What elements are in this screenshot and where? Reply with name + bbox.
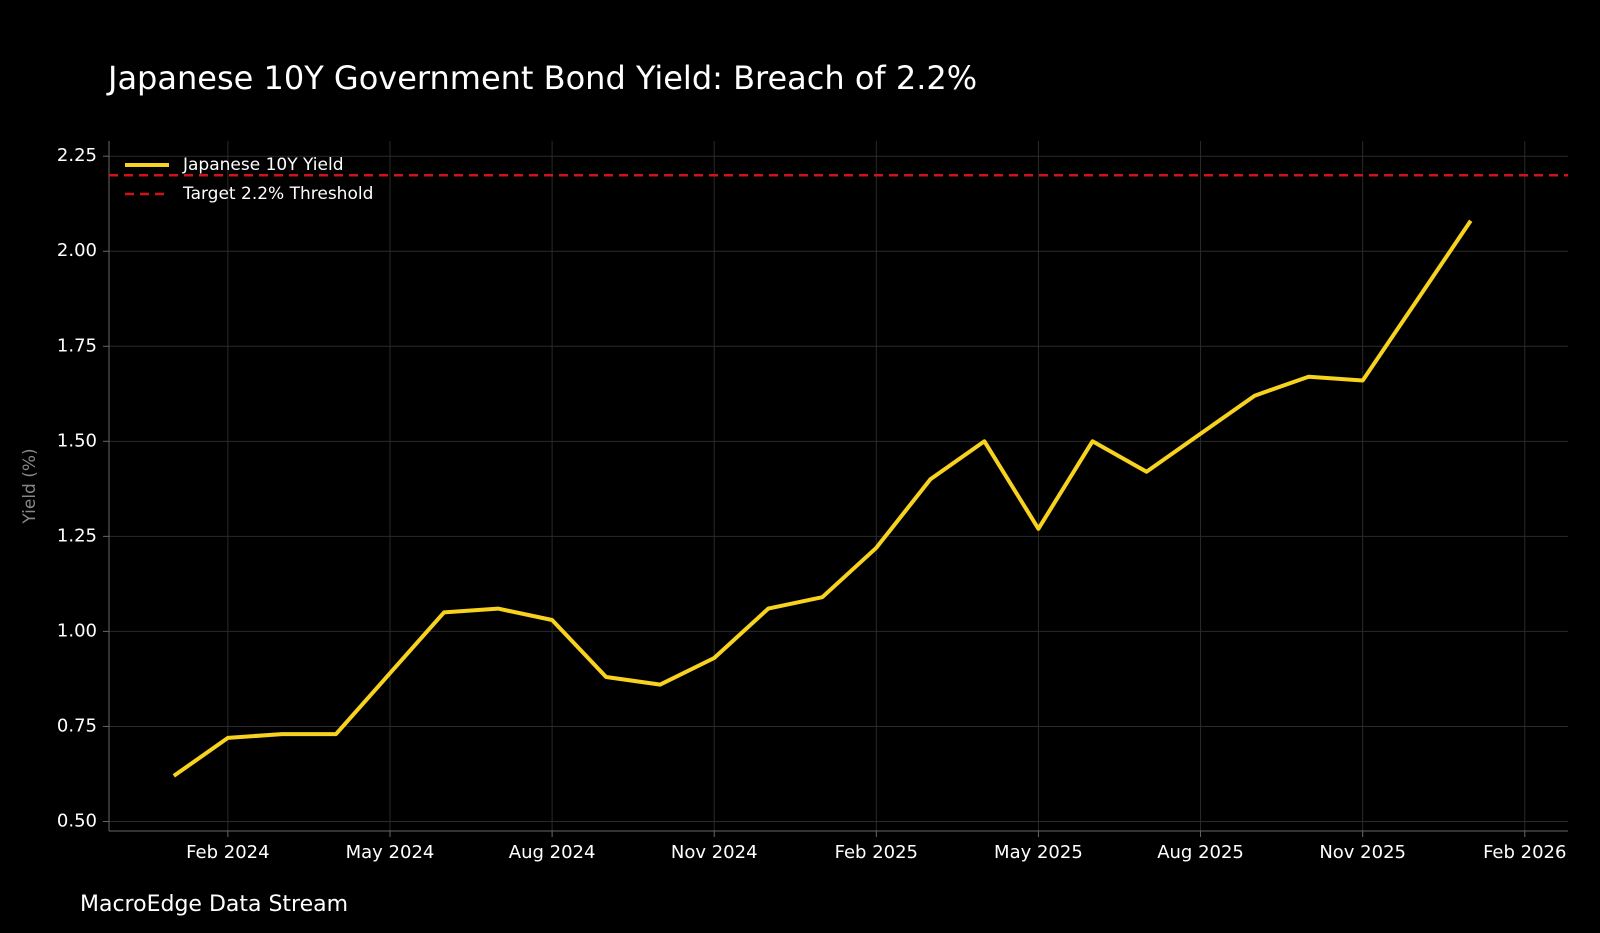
chart-title: Japanese 10Y Government Bond Yield: Brea… xyxy=(106,59,977,97)
x-tick-label: May 2024 xyxy=(346,842,435,863)
x-tick-label: Aug 2025 xyxy=(1157,842,1244,863)
y-tick-label: 2.00 xyxy=(57,240,97,261)
x-tick-label: May 2025 xyxy=(994,842,1083,863)
x-tick-label: Nov 2025 xyxy=(1319,842,1406,863)
x-tick-label: Feb 2024 xyxy=(186,842,269,863)
y-tick-label: 2.25 xyxy=(57,145,97,166)
source-note: MacroEdge Data Stream xyxy=(80,892,348,917)
y-tick-label: 1.25 xyxy=(57,525,97,546)
y-tick-label: 1.75 xyxy=(57,335,97,356)
legend-label: Target 2.2% Threshold xyxy=(182,184,373,204)
x-tick-label: Feb 2026 xyxy=(1483,842,1566,863)
y-tick-label: 1.50 xyxy=(57,430,97,451)
x-tick-label: Nov 2024 xyxy=(671,842,758,863)
series-line xyxy=(172,219,1473,778)
x-tick-label: Feb 2025 xyxy=(835,842,918,863)
y-axis-label: Yield (%) xyxy=(20,448,40,524)
y-tick-label: 0.75 xyxy=(57,715,97,736)
y-tick-label: 1.00 xyxy=(57,620,97,641)
x-tick-label: Aug 2024 xyxy=(509,842,596,863)
y-tick-label: 0.50 xyxy=(57,810,97,831)
legend-label: Japanese 10Y Yield xyxy=(182,155,344,175)
